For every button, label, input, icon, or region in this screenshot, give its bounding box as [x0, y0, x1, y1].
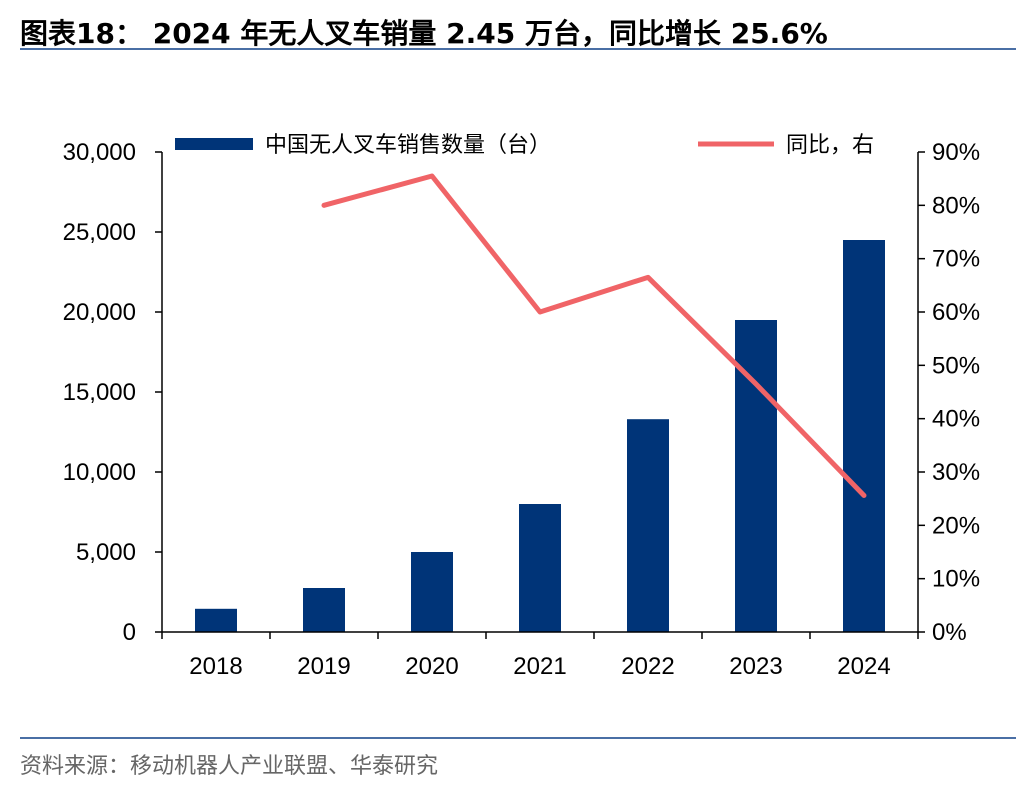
chart-title: 图表18： 2024 年无人叉车销量 2.45 万台，同比增长 25.6% — [20, 17, 828, 50]
x-tick-label-2024: 2024 — [837, 653, 890, 680]
left-tick-label: 10,000 — [63, 459, 136, 486]
bar-2018 — [195, 608, 237, 632]
source-note: 资料来源：移动机器人产业联盟、华泰研究 — [20, 754, 439, 779]
x-axis-ticks: 2018 2019 2020 2021 2022 2023 2024 — [161, 632, 919, 680]
x-tick-label-2021: 2021 — [513, 653, 566, 680]
right-tick-label: 50% — [932, 352, 980, 379]
x-tick-label-2019: 2019 — [297, 653, 350, 680]
right-tick-label: 40% — [932, 406, 980, 433]
left-axis-ticks: 0 5,000 10,000 15,000 20,000 25,000 30,000 — [63, 139, 162, 646]
right-tick-label: 0% — [932, 619, 967, 646]
bar-2021 — [519, 504, 561, 632]
right-tick-label: 90% — [932, 139, 980, 166]
left-tick-label: 15,000 — [63, 379, 136, 406]
right-tick-label: 70% — [932, 246, 980, 273]
right-tick-label: 30% — [932, 459, 980, 486]
left-tick-label: 25,000 — [63, 219, 136, 246]
bar-2019 — [303, 588, 345, 632]
right-tick-label: 60% — [932, 299, 980, 326]
right-tick-label: 20% — [932, 512, 980, 539]
right-axis-ticks: 0% 10% 20% 30% 40% 50% 60% 70% 80% 90% — [918, 139, 980, 646]
yoy-line — [321, 173, 867, 498]
right-tick-label: 10% — [932, 566, 980, 593]
x-tick-label-2018: 2018 — [189, 653, 242, 680]
title-rule — [20, 48, 1016, 50]
legend: 中国无人叉车销售数量（台） 同比，右 — [175, 133, 874, 158]
x-tick-label-2023: 2023 — [729, 653, 782, 680]
right-tick-label: 80% — [932, 192, 980, 219]
bar-2020 — [411, 552, 453, 632]
left-tick-label: 20,000 — [63, 299, 136, 326]
legend-bar-label: 中国无人叉车销售数量（台） — [265, 133, 551, 158]
source-rule — [20, 737, 1016, 739]
left-tick-label: 0 — [123, 619, 136, 646]
x-tick-label-2022: 2022 — [621, 653, 674, 680]
left-tick-label: 5,000 — [76, 539, 136, 566]
left-tick-label: 30,000 — [63, 139, 136, 166]
bar-series — [195, 240, 885, 632]
bar-2024 — [843, 240, 885, 632]
legend-bar-swatch — [175, 138, 253, 150]
bar-2022 — [627, 419, 669, 632]
legend-line-label: 同比，右 — [786, 133, 874, 158]
x-tick-label-2020: 2020 — [405, 653, 458, 680]
